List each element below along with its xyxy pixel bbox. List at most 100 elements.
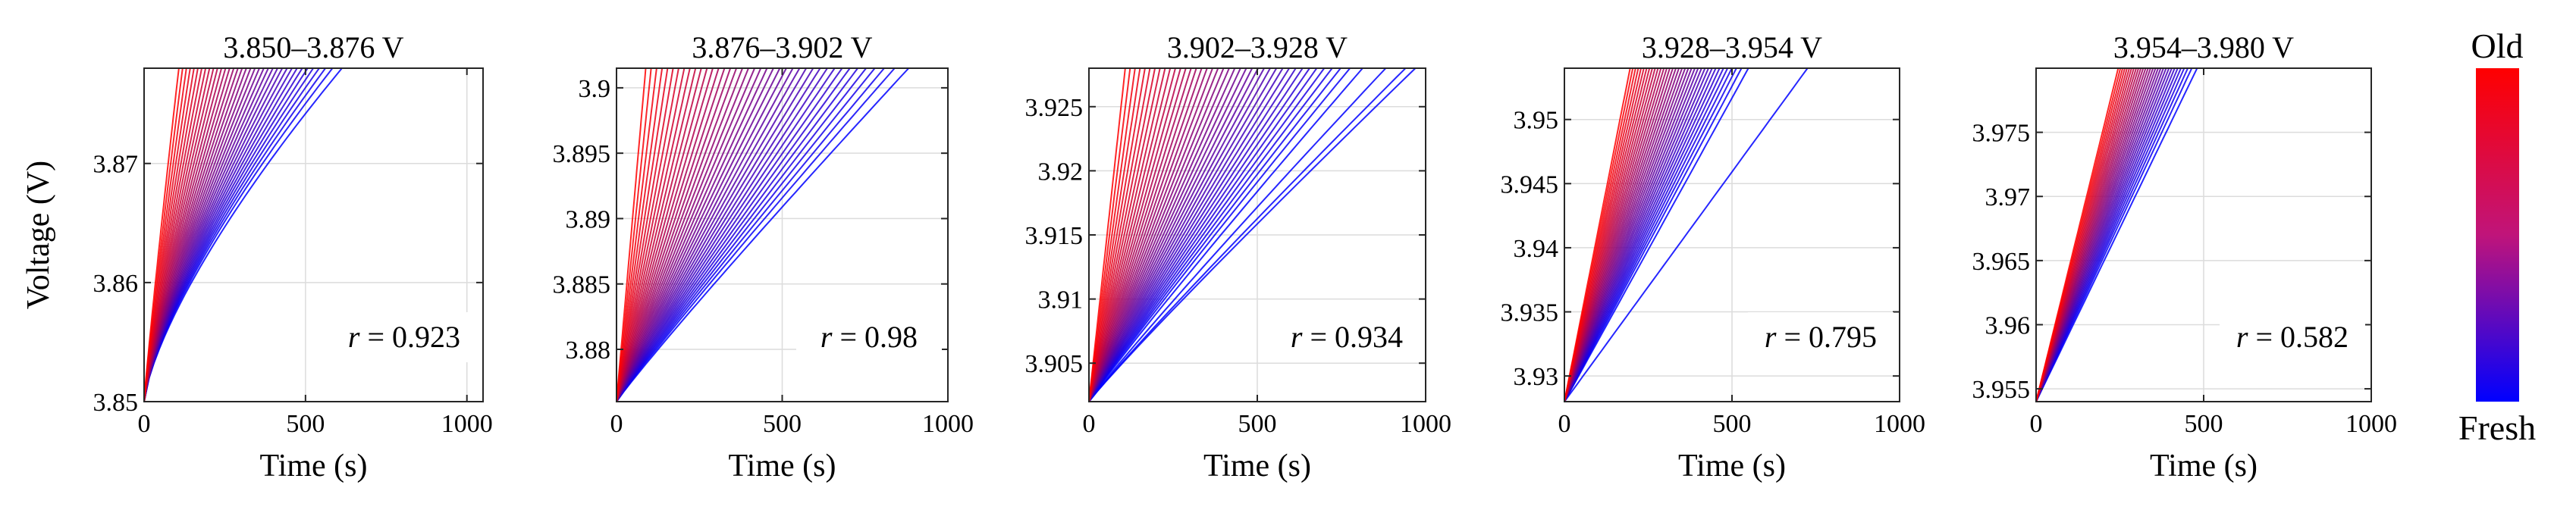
curve-line: [1089, 68, 1181, 402]
curve-line: [144, 68, 315, 402]
curve-line: [617, 68, 702, 402]
y-tick-label: 3.93: [1514, 363, 1559, 391]
x-tick-label: 1000: [1874, 410, 1925, 438]
y-tick-label: 3.96: [1985, 311, 2031, 339]
axes-box: [143, 67, 484, 402]
curve-line: [1089, 68, 1136, 402]
curve-line: [1089, 68, 1272, 402]
curve-line: [1089, 68, 1278, 402]
curve-line: [2036, 68, 2198, 402]
x-tick-label: 0: [138, 410, 151, 438]
correlation-symbol: r: [348, 320, 360, 354]
curve-line: [617, 68, 652, 402]
correlation-symbol: r: [1291, 320, 1303, 354]
curve-line: [1089, 68, 1131, 402]
curve-line: [617, 68, 762, 402]
y-tick-label: 3.885: [553, 271, 611, 299]
x-axis-label: Time (s): [2150, 449, 2258, 483]
curve-line: [617, 68, 851, 402]
curve-line: [617, 68, 720, 402]
curve-line: [1564, 68, 1743, 402]
curve-line: [1089, 68, 1351, 402]
correlation-label: r = 0.98: [820, 320, 918, 354]
correlation-value: = 0.795: [1777, 320, 1878, 354]
curve-line: [1089, 68, 1214, 402]
curve-line: [617, 68, 750, 402]
curve-group: [2036, 68, 2198, 402]
y-tick-label: 3.945: [1501, 171, 1559, 199]
y-tick-label: 3.87: [93, 151, 139, 179]
x-tick-label: 0: [1083, 410, 1096, 438]
subplot-4: 0 500 1000 3.93 3.935 3.94 3.945 3.95 3.928–3.95…: [1501, 30, 1926, 483]
curve-line: [617, 68, 669, 402]
curve-line: [617, 68, 775, 402]
curve-line: [1089, 68, 1146, 402]
x-tick-label: 1000: [2345, 410, 2397, 438]
y-tick-label: 3.9: [579, 75, 611, 103]
y-tick-label: 3.97: [1985, 183, 2031, 211]
y-tick-label: 3.91: [1038, 286, 1084, 314]
curve-line: [617, 68, 876, 402]
y-tick-label: 3.975: [1972, 120, 2031, 148]
curve-line: [1089, 68, 1219, 402]
colorbar-top-label: Old: [2471, 27, 2524, 65]
correlation-box: [331, 312, 477, 362]
curve-line: [617, 68, 781, 402]
curve-line: [1089, 68, 1297, 402]
y-tick-label: 3.86: [93, 270, 139, 298]
subplot-3: 0 500 1000 3.905 3.91 3.915 3.92 3.925 3.902–3.9…: [1025, 30, 1452, 483]
curve-line-outlier: [1089, 68, 1387, 402]
curve-line: [1564, 68, 1749, 402]
curve-line: [617, 68, 808, 402]
curve-line: [617, 68, 794, 402]
colorbar-bottom-label: Fresh: [2458, 408, 2536, 447]
curve-line: [1089, 68, 1311, 402]
x-tick-label: 0: [610, 410, 623, 438]
subplot-1: 0 500 1000 3.85 3.86 3.87 3.850–3.876 V Time (s…: [21, 30, 493, 483]
correlation-label: r = 0.582: [2236, 320, 2349, 354]
x-tick-label: 1000: [441, 410, 493, 438]
colorbar-gradient: [2476, 68, 2519, 402]
y-tick-label: 3.94: [1514, 235, 1559, 263]
curve-line: [617, 68, 732, 402]
curve-line: [617, 68, 708, 402]
curve-line: [1089, 68, 1166, 402]
curve-line: [617, 68, 738, 402]
correlation-value: = 0.582: [2248, 320, 2349, 354]
correlation-box: [796, 312, 942, 362]
curve-line: [1089, 68, 1260, 402]
curve-line: [617, 68, 647, 402]
x-axis-label: Time (s): [1203, 449, 1311, 483]
subplot-title: 3.876–3.902 V: [692, 30, 872, 64]
curve-line: [617, 68, 664, 402]
correlation-box: [1748, 312, 1894, 362]
x-tick-label: 0: [1558, 410, 1571, 438]
curve-line: [1089, 68, 1253, 402]
curve-line: [617, 68, 657, 402]
curve-line: [617, 68, 756, 402]
correlation-symbol: r: [820, 320, 833, 354]
x-axis-label: Time (s): [1678, 449, 1786, 483]
curve-line: [617, 68, 801, 402]
curve-line: [617, 68, 744, 402]
curve-line: [1089, 68, 1247, 402]
curve-line: [2036, 68, 2119, 402]
curve-line: [617, 68, 679, 402]
curve-line: [617, 68, 836, 402]
curve-line-outlier: [1564, 68, 1809, 402]
curve-line: [617, 68, 859, 402]
curve-line: [1089, 68, 1230, 402]
curve-line-outlier: [1089, 68, 1407, 402]
curve-line: [1089, 68, 1236, 402]
curve-line: [1089, 68, 1342, 402]
correlation-box: [2220, 312, 2365, 362]
x-axis-label: Time (s): [260, 449, 368, 483]
curve-line: [1089, 68, 1208, 402]
x-tick-label: 1000: [1400, 410, 1451, 438]
y-tick-label: 3.935: [1501, 299, 1559, 327]
curve-line: [1089, 68, 1284, 402]
subplot-panels: 0 500 1000 3.85 3.86 3.87 3.850–3.876 V Time (s…: [21, 30, 2397, 483]
correlation-value: = 0.923: [360, 320, 461, 354]
x-tick-label: 500: [1238, 410, 1277, 438]
curve-line: [144, 68, 180, 402]
